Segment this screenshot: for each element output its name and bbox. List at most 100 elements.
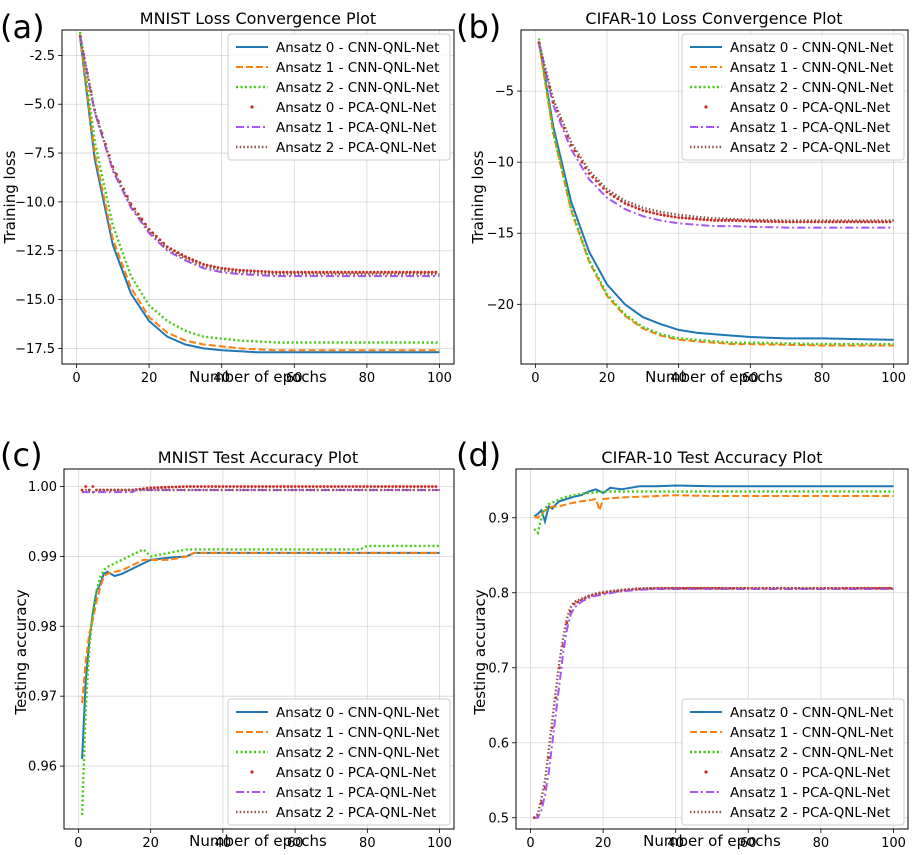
- data-point: [738, 219, 741, 223]
- data-point: [196, 485, 200, 488]
- x-tick-label: 0: [526, 836, 534, 851]
- series-4-line: [79, 35, 440, 278]
- data-point: [684, 216, 688, 220]
- data-point: [401, 270, 405, 274]
- x-tick-label: 40: [667, 836, 684, 851]
- data-point: [383, 485, 387, 488]
- data-point: [278, 270, 282, 274]
- data-point: [207, 485, 210, 488]
- data-point: [391, 485, 395, 488]
- panel-c-ylabel: Testing accuracy: [12, 589, 30, 715]
- data-point: [673, 215, 677, 219]
- data-point: [666, 214, 670, 218]
- data-point: [149, 486, 153, 490]
- legend-entry: Ansatz 1 - PCA-QNL-Net: [730, 120, 890, 136]
- data-point: [318, 270, 322, 274]
- series-2-line: [533, 490, 894, 536]
- series-1-line: [537, 42, 894, 347]
- y-tick-label: 1.00: [28, 480, 57, 495]
- data-point: [641, 209, 645, 212]
- y-tick-label: 0.5: [488, 811, 509, 826]
- data-point: [852, 220, 856, 224]
- data-point: [191, 258, 195, 262]
- y-tick-label: −20: [487, 298, 514, 313]
- data-point: [187, 256, 191, 260]
- data-point: [311, 485, 315, 488]
- data-point: [619, 199, 623, 203]
- legend-marker: [250, 770, 254, 774]
- data-point: [260, 270, 264, 273]
- x-tick-label: 20: [141, 371, 158, 386]
- data-point: [380, 485, 384, 488]
- data-point: [176, 251, 180, 255]
- series-5-line: [537, 42, 894, 222]
- data-point: [565, 621, 569, 625]
- legend-marker: [704, 105, 708, 109]
- data-point: [210, 485, 214, 488]
- data-point: [261, 485, 265, 488]
- panel-a-label: (a): [0, 8, 45, 46]
- data-point: [394, 485, 398, 488]
- legend-entry: Ansatz 2 - CNN-QNL-Net: [276, 745, 439, 761]
- data-point: [300, 485, 304, 488]
- data-point: [427, 270, 430, 274]
- legend-entry: Ansatz 0 - CNN-QNL-Net: [730, 705, 893, 721]
- plot-frame: [515, 468, 909, 830]
- data-point: [351, 485, 355, 488]
- data-point: [344, 485, 348, 488]
- legend-entry: Ansatz 2 - PCA-QNL-Net: [730, 140, 890, 156]
- data-point: [321, 270, 325, 274]
- legend-marker: [704, 770, 708, 774]
- data-point: [713, 219, 716, 222]
- data-point: [203, 485, 207, 488]
- data-point: [695, 217, 698, 221]
- data-point: [151, 231, 155, 235]
- data-point: [184, 255, 187, 258]
- data-point: [648, 210, 652, 214]
- data-point: [612, 195, 616, 198]
- series-0-line: [537, 41, 894, 341]
- data-point: [405, 485, 409, 488]
- data-point: [685, 586, 688, 590]
- data-point: [332, 270, 336, 274]
- panel-b-title: CIFAR-10 Loss Convergence Plot: [585, 9, 842, 28]
- y-tick-label: −15: [487, 227, 514, 242]
- legend-entry: Ansatz 1 - CNN-QNL-Net: [276, 60, 439, 76]
- data-point: [268, 485, 272, 488]
- legend-entry: Ansatz 0 - PCA-QNL-Net: [276, 765, 436, 781]
- series-2-line: [80, 544, 440, 816]
- legend-entry: Ansatz 1 - PCA-QNL-Net: [276, 120, 436, 136]
- data-point: [698, 217, 702, 221]
- series-1-line: [79, 35, 440, 352]
- data-point: [257, 485, 261, 488]
- data-point: [594, 179, 598, 183]
- panel-a-xlabel: Number of epochs: [189, 368, 327, 386]
- panel-b: (b) CIFAR-10 Loss Convergence Plot Numbe…: [456, 8, 909, 386]
- data-point: [272, 485, 275, 488]
- data-point: [282, 485, 286, 488]
- data-point: [347, 485, 351, 488]
- data-point: [325, 270, 329, 274]
- legend-entry: Ansatz 0 - CNN-QNL-Net: [276, 40, 439, 56]
- data-point: [745, 219, 749, 223]
- y-tick-label: -2.5: [30, 49, 55, 64]
- legend-entry: Ansatz 0 - PCA-QNL-Net: [276, 100, 436, 116]
- legend-box: [681, 698, 905, 826]
- y-tick-label: −5: [495, 85, 514, 100]
- data-point: [423, 485, 427, 488]
- series-group: [80, 485, 440, 816]
- series-4-line: [537, 42, 894, 229]
- data-point: [387, 485, 391, 488]
- data-point: [387, 270, 391, 274]
- data-point: [333, 485, 337, 488]
- data-point: [354, 270, 358, 274]
- legend-entry: Ansatz 1 - PCA-QNL-Net: [730, 785, 890, 801]
- x-tick-label: 40: [670, 371, 687, 386]
- data-point: [634, 206, 638, 210]
- data-point: [329, 270, 332, 274]
- data-point: [702, 218, 706, 221]
- legend-entry: Ansatz 2 - CNN-QNL-Net: [276, 80, 439, 96]
- data-point: [731, 219, 734, 222]
- data-point: [198, 261, 202, 265]
- series-4-line: [82, 489, 440, 494]
